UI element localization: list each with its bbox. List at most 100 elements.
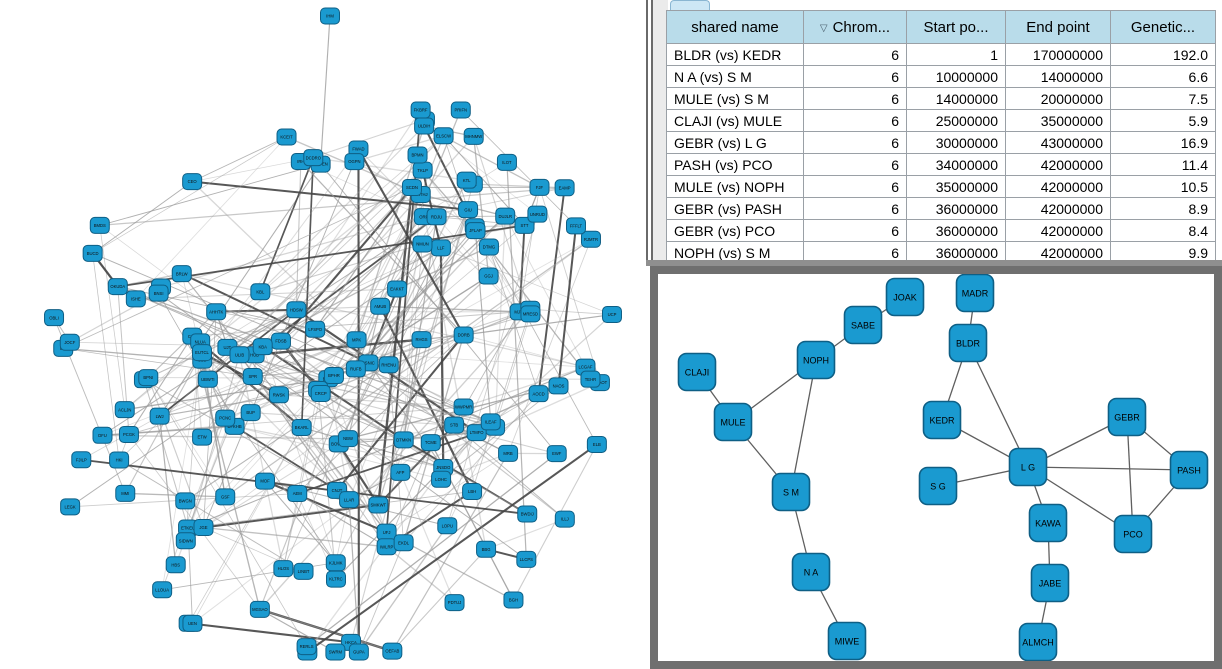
cell-chromosome[interactable]: 6	[803, 87, 907, 110]
overview-edge[interactable]	[143, 379, 338, 491]
overview-edge[interactable]	[377, 209, 469, 506]
cell-end-point[interactable]: 170000000	[1005, 43, 1111, 66]
overview-edge[interactable]	[118, 459, 304, 572]
overview-edge[interactable]	[350, 183, 474, 643]
overview-edge[interactable]	[313, 157, 467, 181]
table-row[interactable]: NOPH (vs) S M 6 36000000 42000000 9.9	[666, 241, 1216, 264]
overview-node[interactable]: IHM	[320, 7, 340, 25]
overview-edge[interactable]	[102, 216, 437, 436]
overview-edge[interactable]	[504, 215, 586, 368]
cell-chromosome[interactable]: 6	[803, 109, 907, 132]
column-header-end-point[interactable]: End point	[1005, 10, 1111, 44]
cell-start-point[interactable]: 36000000	[906, 197, 1006, 220]
overview-node[interactable]: HLOS	[273, 560, 294, 578]
overview-node[interactable]: LEGK	[60, 498, 81, 516]
overview-node[interactable]: TCME	[420, 434, 441, 452]
overview-node[interactable]: LFSPO	[305, 320, 326, 338]
node-KEDR[interactable]: KEDR	[922, 400, 962, 440]
overview-edge[interactable]	[181, 273, 586, 368]
cell-shared-name[interactable]: MULE (vs) S M	[666, 87, 804, 110]
edge-L_G-PASH[interactable]	[1027, 466, 1190, 471]
cell-end-point[interactable]: 43000000	[1005, 131, 1111, 154]
overview-edge[interactable]	[125, 492, 226, 498]
overview-node[interactable]: DTMKN	[393, 431, 414, 449]
cell-chromosome[interactable]: 6	[803, 197, 907, 220]
cell-genetic-distance[interactable]: 11.4	[1110, 153, 1216, 176]
overview-node[interactable]: PDTUJ	[444, 594, 465, 612]
node-MADR[interactable]: MADR	[955, 274, 995, 313]
node-GEBR[interactable]: GEBR	[1107, 397, 1147, 437]
overview-node[interactable]: IWLRP	[376, 538, 397, 556]
overview-edge[interactable]	[530, 308, 613, 315]
edge-GEBR-PCO[interactable]	[1126, 416, 1134, 535]
overview-node[interactable]: NAOS	[548, 377, 569, 395]
overview-edge[interactable]	[474, 230, 492, 422]
overview-edge[interactable]	[295, 309, 566, 520]
edge-BLDR-L_G[interactable]	[967, 342, 1029, 468]
overview-edge[interactable]	[386, 453, 509, 533]
overview-node[interactable]: LLF	[430, 239, 451, 257]
overview-node[interactable]: FFFLT	[565, 217, 586, 235]
overview-edge[interactable]	[201, 352, 350, 501]
overview-edge[interactable]	[355, 109, 462, 370]
overview-edge[interactable]	[191, 181, 358, 341]
overview-node[interactable]: HKI	[109, 451, 130, 469]
table-row[interactable]: MULE (vs) S M 6 14000000 20000000 7.5	[666, 87, 1216, 110]
column-header-chromosome[interactable]: ▽ Chrom...	[803, 10, 907, 44]
overview-edge[interactable]	[260, 243, 423, 293]
overview-node[interactable]: BPMN	[407, 146, 428, 164]
cell-shared-name[interactable]: MULE (vs) NOPH	[666, 175, 804, 198]
overview-node[interactable]: OBLI	[44, 309, 65, 327]
node-JOAK[interactable]: JOAK	[885, 277, 925, 317]
overview-edge[interactable]	[463, 334, 586, 368]
node-S_G[interactable]: S G	[918, 466, 958, 506]
overview-edge[interactable]	[440, 311, 521, 480]
overview-node[interactable]: LLCPS	[516, 550, 537, 568]
overview-edge[interactable]	[63, 348, 253, 377]
overview-edge[interactable]	[296, 305, 381, 311]
overview-node[interactable]: UNRUD	[527, 205, 548, 223]
overview-edge[interactable]	[92, 253, 120, 461]
overview-node[interactable]: BPNI	[138, 369, 159, 387]
overview-edge[interactable]	[306, 443, 598, 653]
overview-node[interactable]: AEM	[287, 485, 308, 503]
cell-genetic-distance[interactable]: 7.5	[1110, 87, 1216, 110]
overview-edge[interactable]	[191, 136, 287, 183]
overview-node[interactable]: OKUDA	[107, 278, 128, 296]
overview-node[interactable]: ILEAF	[480, 413, 501, 431]
overview-edge[interactable]	[506, 162, 527, 560]
overview-node[interactable]: PCGK	[118, 425, 139, 443]
overview-edge[interactable]	[148, 377, 591, 380]
overview-node[interactable]: FDSB	[270, 332, 291, 350]
overview-node[interactable]: BUCD	[82, 244, 103, 262]
overview-edge[interactable]	[124, 135, 444, 410]
overview-edge[interactable]	[181, 272, 369, 364]
overview-edge[interactable]	[207, 135, 445, 380]
overview-edge[interactable]	[184, 364, 390, 502]
panel-tab-partial[interactable]	[670, 0, 710, 10]
overview-node[interactable]: EAMP	[554, 179, 575, 197]
cell-start-point[interactable]: 30000000	[906, 131, 1006, 154]
table-row[interactable]: BLDR (vs) KEDR 6 1 170000000 192.0	[666, 43, 1216, 66]
overview-node[interactable]: EKDL	[393, 534, 414, 552]
overview-node[interactable]: BMDS	[89, 216, 110, 234]
overview-edge[interactable]	[507, 239, 592, 454]
overview-edge[interactable]	[403, 431, 477, 441]
overview-node[interactable]: TKLP	[412, 161, 433, 179]
overview-node[interactable]: PCNC	[215, 409, 236, 427]
overview-node[interactable]: BPHR	[323, 367, 344, 385]
overview-node[interactable]: MRESD	[520, 305, 541, 323]
overview-edge[interactable]	[314, 187, 413, 330]
overview-edge[interactable]	[99, 225, 126, 410]
table-row[interactable]: N A (vs) S M 6 10000000 14000000 6.6	[666, 65, 1216, 88]
cell-chromosome[interactable]: 6	[803, 65, 907, 88]
overview-node[interactable]: SMKWT	[368, 496, 389, 514]
overview-edge[interactable]	[102, 406, 464, 436]
overview-node[interactable]: DUJLR	[495, 207, 516, 225]
overview-node[interactable]: GIU	[458, 201, 479, 219]
cell-start-point[interactable]: 14000000	[906, 87, 1006, 110]
overview-node[interactable]: WWPMR	[453, 398, 474, 416]
overview-node[interactable]: STB	[444, 416, 465, 434]
overview-edge[interactable]	[378, 424, 455, 506]
overview-node[interactable]: RJMTR	[580, 230, 601, 248]
